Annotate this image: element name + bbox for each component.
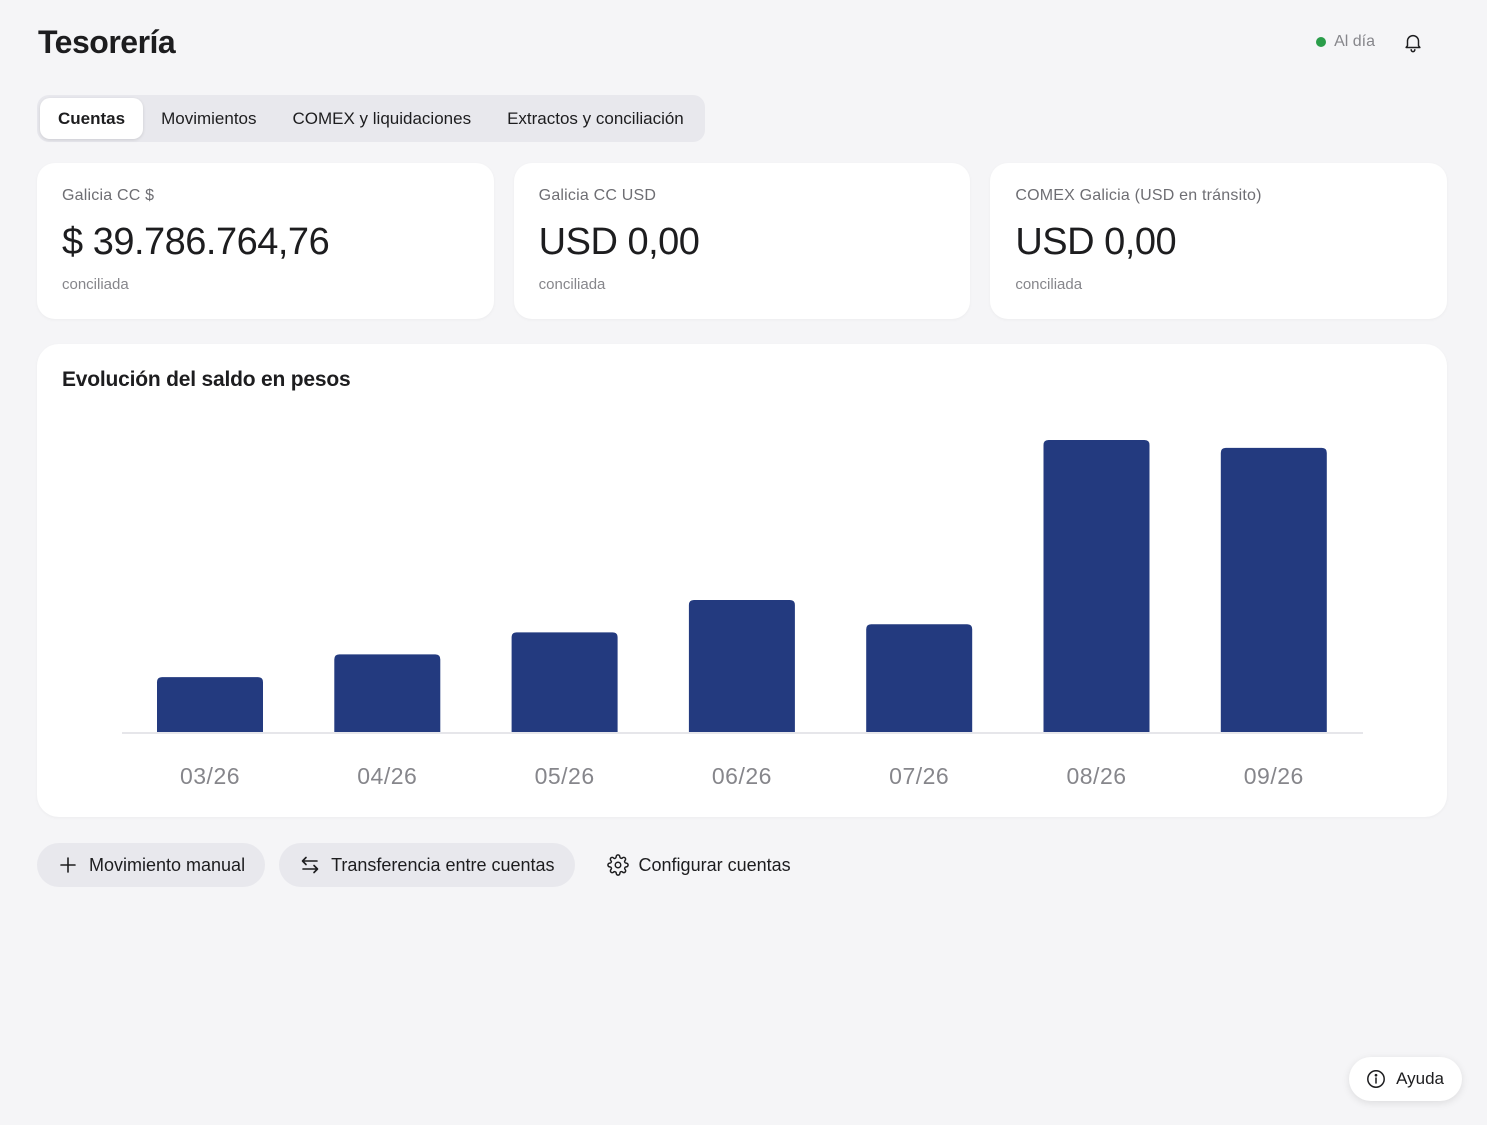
header-right: Al día [1316, 30, 1425, 54]
bell-icon[interactable] [1401, 30, 1425, 54]
chart-bar-08-26[interactable] [1043, 440, 1150, 732]
help-label: Ayuda [1396, 1069, 1444, 1088]
chart-tick-label: 09/26 [1244, 763, 1304, 789]
chart-bar-06-26[interactable] [688, 600, 795, 732]
chart-title: Evolución del saldo en pesos [62, 368, 351, 391]
chart-bar-05-26[interactable] [511, 632, 618, 732]
balance-chart-panel: Evolución del saldo en pesos 03/26 04/26 0… [37, 344, 1447, 817]
chart-tick-label: 06/26 [712, 763, 772, 789]
status-dot [1316, 37, 1327, 47]
account-card-galicia-ars[interactable]: Galicia CC $ $ 39.786.764,76 conciliada [37, 163, 494, 319]
account-name: Galicia CC USD [538, 187, 657, 204]
tab-extractos[interactable]: Extractos y conciliación [507, 108, 684, 128]
account-card-comex-usd[interactable]: COMEX Galicia (USD en tránsito) USD 0,00… [990, 163, 1448, 319]
chart-tick-label: 08/26 [1066, 763, 1126, 789]
chart-tick-label: 05/26 [535, 763, 595, 789]
account-status: conciliada [1015, 276, 1083, 293]
chart-tick-label: 03/26 [180, 763, 240, 789]
header: Tesorería Al día [38, 20, 1449, 64]
manual-movement-button[interactable]: Movimiento manual [37, 843, 266, 887]
plus-icon [57, 854, 79, 876]
chart-tick-label: 04/26 [357, 763, 417, 789]
chart-tick-label: 07/26 [889, 763, 949, 789]
account-status: conciliada [62, 276, 129, 293]
account-cards: Galicia CC $ $ 39.786.764,76 conciliada … [37, 163, 1448, 319]
configure-accounts-button[interactable]: Configurar cuentas [589, 843, 809, 887]
account-name: COMEX Galicia (USD en tránsito) [1015, 187, 1262, 204]
chart-bar-09-26[interactable] [1220, 447, 1327, 732]
chart-bar-04-26[interactable] [334, 654, 441, 732]
account-balance: $ 39.786.764,76 [62, 221, 330, 263]
account-balance: USD 0,00 [1015, 221, 1177, 263]
account-name: Galicia CC $ [62, 187, 155, 204]
help-button[interactable]: Ayuda [1349, 1057, 1462, 1101]
status-indicator: Al día [1316, 33, 1375, 51]
info-icon [1365, 1068, 1387, 1090]
tab-movimientos[interactable]: Movimientos [161, 108, 257, 128]
account-balance: USD 0,00 [538, 221, 700, 263]
status-label: Al día [1334, 33, 1375, 50]
transfer-label: Transferencia entre cuentas [331, 854, 555, 875]
gear-icon [606, 854, 629, 876]
tab-bar: Cuentas Movimientos COMEX y liquidacione… [37, 95, 705, 142]
balance-bar-chart: 03/26 04/26 05/26 06/26 07/26 08/26 09/26 [122, 440, 1363, 789]
tab-comex[interactable]: COMEX y liquidaciones [292, 108, 472, 128]
swap-arrows-icon [299, 854, 321, 876]
transfer-button[interactable]: Transferencia entre cuentas [279, 843, 575, 887]
manual-movement-label: Movimiento manual [89, 854, 246, 875]
account-card-galicia-usd[interactable]: Galicia CC USD USD 0,00 conciliada [513, 163, 971, 319]
account-status: conciliada [538, 276, 606, 293]
chart-bar-07-26[interactable] [866, 624, 973, 732]
chart-bar-03-26[interactable] [157, 677, 263, 732]
action-bar: Movimiento manual Transferencia entre cu… [37, 843, 809, 887]
page-title: Tesorería [38, 23, 176, 60]
tab-cuentas[interactable]: Cuentas [40, 98, 144, 139]
configure-accounts-label: Configurar cuentas [638, 854, 791, 875]
